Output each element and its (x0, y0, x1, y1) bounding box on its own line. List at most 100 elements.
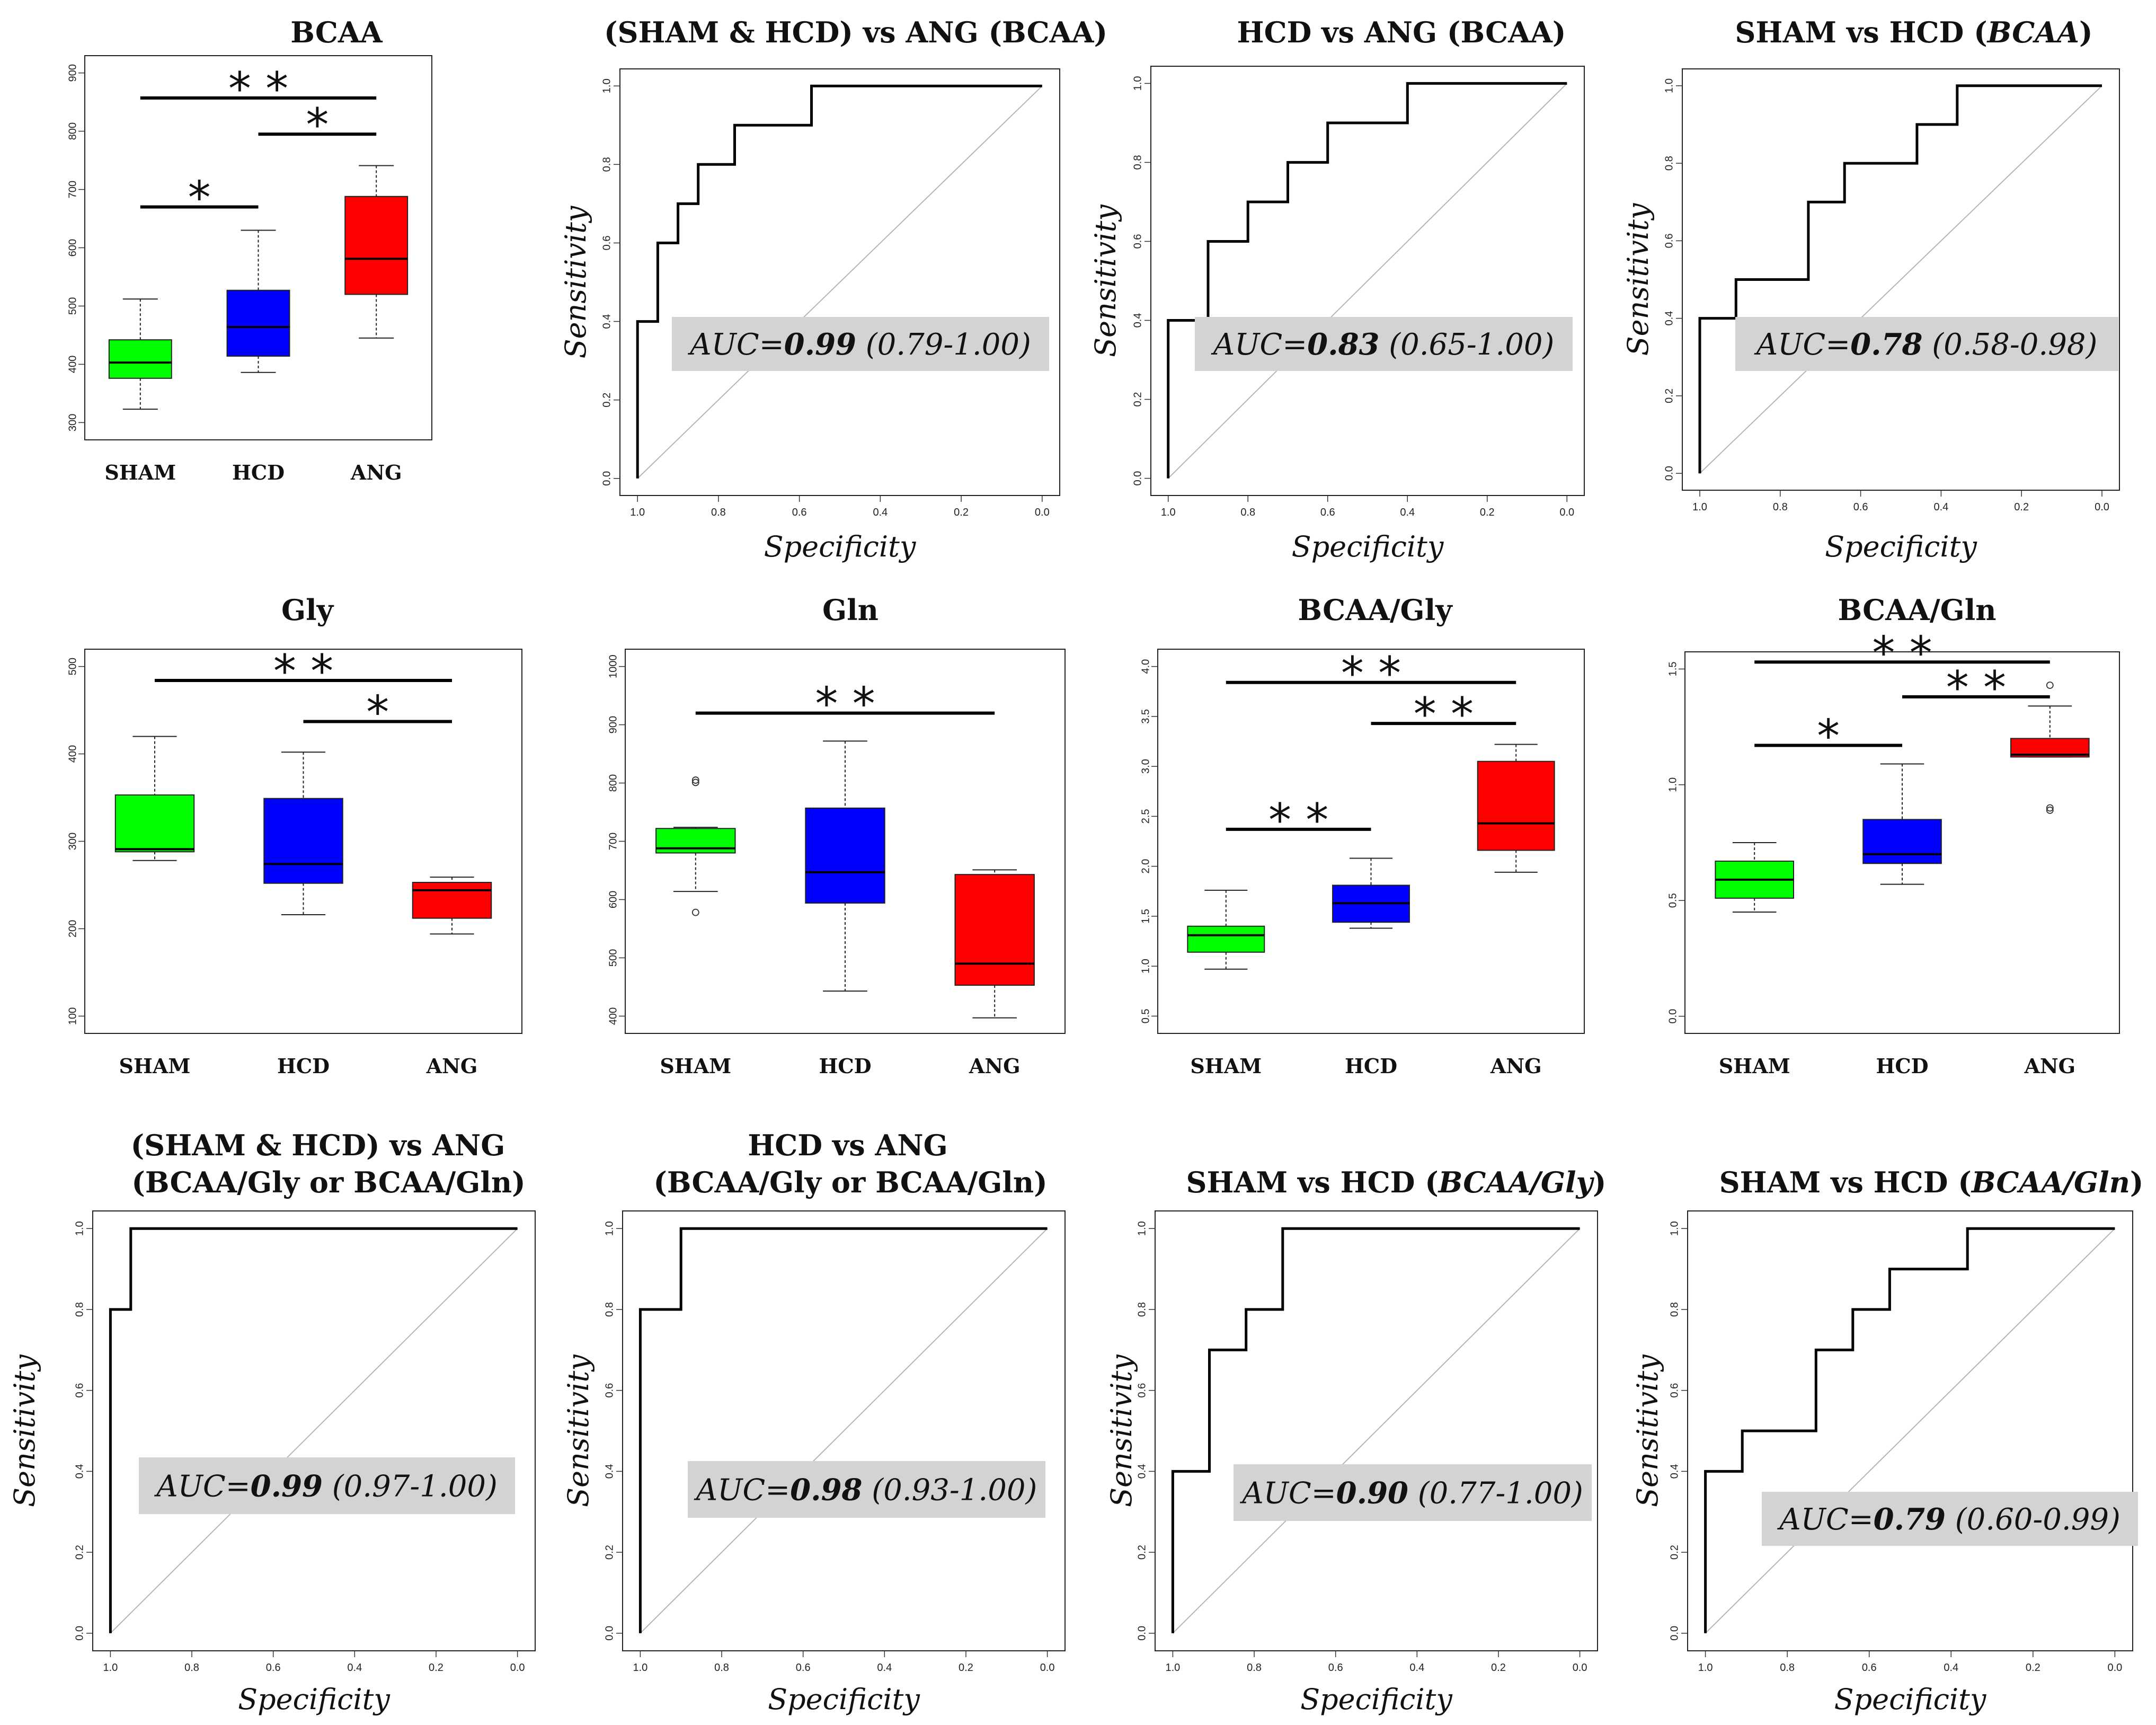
y-tick-label: 500 (67, 297, 78, 315)
panel-title: HCD vs ANG (748, 1128, 948, 1162)
y-axis-title: Sensitivity (559, 205, 592, 358)
outlier-point (2046, 682, 2054, 689)
x-tick-label: 0.2 (1480, 507, 1495, 518)
group-label: SHAM (1719, 1054, 1790, 1078)
auc-label: AUC=0.78 (0.58-0.98) (1754, 327, 2098, 362)
x-tick-label: 0.0 (1040, 1662, 1055, 1674)
y-axis-title: Sensitivity (562, 1354, 595, 1507)
y-tick-label: 0.4 (601, 314, 613, 329)
y-tick-label: 0.6 (1132, 234, 1143, 249)
x-tick-label: 0.6 (796, 1662, 811, 1674)
title-part: BCAA/Gln (1971, 1165, 2130, 1199)
y-tick-label: 0.6 (1136, 1383, 1148, 1398)
x-axis-title: Specificity (1292, 530, 1444, 563)
plot-frame (1682, 68, 2120, 491)
x-tick-label: 0.2 (2014, 501, 2029, 513)
auc-value: 0.98 (790, 1473, 862, 1508)
y-tick-label: 700 (67, 181, 78, 198)
y-tick-label: 200 (67, 920, 78, 937)
x-tick-label: 1.0 (630, 507, 645, 518)
panel-subtitle: (BCAA/Gly or BCAA/Gln) (653, 1165, 1047, 1199)
panel-title: SHAM vs HCD (BCAA) (1735, 15, 2092, 49)
x-tick-label: 0.2 (2026, 1662, 2040, 1674)
auc-ci: (0.60-0.99) (1946, 1502, 2120, 1537)
y-tick-label: 0.8 (604, 1302, 615, 1317)
auc-label: AUC=0.98 (0.93-1.00) (694, 1473, 1037, 1508)
box-hcd (805, 807, 885, 904)
box-hcd (263, 798, 343, 884)
boxplot-panel: 400 500 600 700 800 900 1000 SHAM HCD ANG * * (607, 649, 1066, 1078)
y-tick-label: 1.0 (1132, 76, 1143, 91)
x-tick-label: 0.8 (1780, 1662, 1795, 1674)
x-tick-label: 0.6 (792, 507, 807, 518)
y-tick-label: 1.0 (1663, 78, 1675, 93)
auc-label: AUC=0.99 (0.79-1.00) (687, 327, 1031, 362)
y-tick-label: 0.6 (1669, 1383, 1680, 1398)
y-tick-label: 0.4 (1669, 1464, 1680, 1479)
reference-diagonal (637, 85, 1043, 479)
y-tick-label: 500 (607, 949, 619, 967)
y-tick-label: 0.0 (1669, 1626, 1680, 1641)
x-tick-label: 0.0 (1559, 507, 1574, 518)
x-tick-label: 1.0 (633, 1662, 647, 1674)
box-sham (114, 794, 195, 853)
auc-prefix: AUC= (1239, 1476, 1336, 1511)
panel-title: SHAM vs HCD (BCAA/Gln) (1719, 1165, 2144, 1199)
auc-ci: (0.77-1.00) (1408, 1476, 1583, 1511)
roc-curve (638, 1227, 1048, 1633)
y-tick-label: 0.2 (1663, 388, 1675, 403)
plot-frame (92, 1210, 536, 1651)
y-tick-label: 0.4 (1136, 1464, 1148, 1479)
reference-diagonal (640, 1228, 1048, 1634)
roc-curve (636, 84, 1042, 479)
y-tick-label: 800 (607, 774, 619, 792)
x-tick-label: 0.4 (1933, 501, 1948, 513)
y-tick-label: 300 (67, 833, 78, 850)
y-tick-label: 0.8 (1136, 1302, 1148, 1317)
y-tick-label: 800 (67, 122, 78, 140)
auc-value: 0.90 (1336, 1476, 1408, 1511)
y-tick-label: 2.0 (1140, 859, 1151, 874)
y-tick-label: 1.0 (604, 1221, 615, 1236)
auc-prefix: AUC= (1754, 328, 1850, 362)
x-tick-label: 0.2 (429, 1662, 443, 1674)
title-part: SHAM vs HCD ( (1186, 1165, 1439, 1199)
y-tick-label: 0.4 (604, 1464, 615, 1479)
significance-stars: * * (1341, 647, 1401, 700)
roc-panel: 1.0 0.0 0.8 0.2 0.6 0.4 0.4 0.6 0.2 0.8 0.0 1.0 AUC=… (559, 68, 1060, 563)
auc-prefix: AUC= (1777, 1502, 1873, 1537)
x-tick-label: 0.2 (954, 507, 969, 518)
group-label: ANG (969, 1054, 1021, 1078)
roc-curve (109, 1227, 518, 1633)
x-tick-label: 0.8 (1247, 1662, 1262, 1674)
reference-diagonal (1699, 85, 2102, 474)
y-tick-label: 4.0 (1140, 659, 1151, 674)
reference-diagonal (1172, 1228, 1581, 1634)
auc-box (1234, 1464, 1592, 1521)
auc-label: AUC=0.83 (0.65-1.00) (1211, 327, 1555, 362)
y-tick-label: 3.5 (1140, 709, 1151, 724)
plot-frame (1684, 651, 2120, 1034)
y-tick-label: 0.8 (1669, 1302, 1680, 1317)
x-tick-label: 0.8 (714, 1662, 729, 1674)
y-tick-label: 0.8 (74, 1302, 85, 1317)
roc-panel: 1.0 0.0 0.8 0.2 0.6 0.4 0.4 0.6 0.2 0.8 0.0 1.0 AUC=… (1105, 1210, 1598, 1716)
y-tick-label: 0.6 (604, 1383, 615, 1398)
x-tick-label: 0.2 (1491, 1662, 1506, 1674)
group-label: HCD (819, 1054, 871, 1078)
plot-frame (1157, 649, 1585, 1034)
roc-panel: 1.0 0.0 0.8 0.2 0.6 0.4 0.4 0.6 0.2 0.8 0.0 1.0 AUC=… (1089, 66, 1585, 563)
y-tick-label: 0.2 (1132, 392, 1143, 407)
y-axis-title: Sensitivity (1631, 1354, 1664, 1507)
x-tick-label: 0.6 (1328, 1662, 1343, 1674)
y-tick-label: 1000 (607, 654, 619, 678)
outlier-point (691, 779, 699, 786)
outlier-point (691, 776, 699, 784)
auc-ci: (0.58-0.98) (1923, 328, 2098, 362)
title-part: SHAM vs HCD ( (1719, 1165, 1972, 1199)
roc-curve (1171, 1227, 1580, 1633)
group-label: ANG (350, 461, 402, 484)
title-part: BCAA (1986, 15, 2079, 49)
y-tick-label: 1.0 (74, 1221, 85, 1236)
x-tick-label: 0.8 (1240, 507, 1255, 518)
